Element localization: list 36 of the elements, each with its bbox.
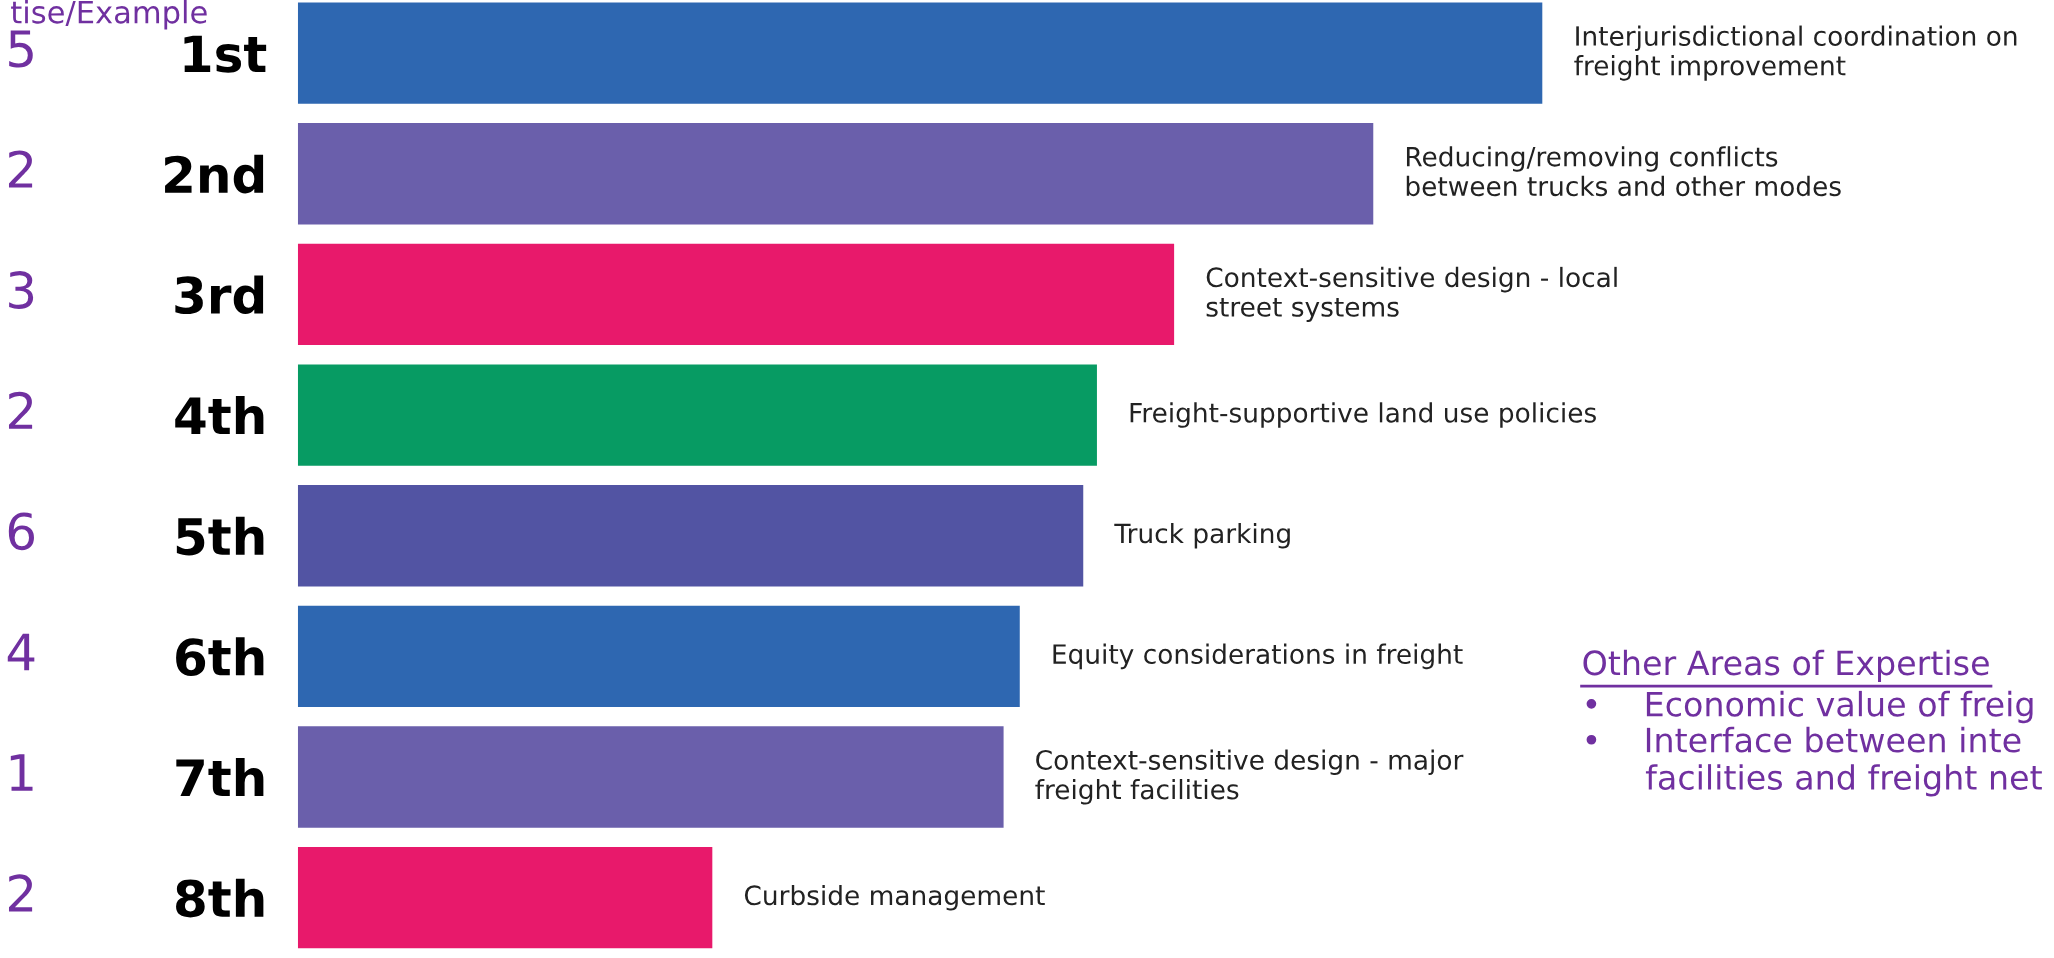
text: 2 — [8, 874, 33, 912]
annotation: Context-sensitive design - local street systems — [1206, 266, 1617, 322]
bar — [297, 123, 1374, 225]
annotation: Reducing/removing conflicts between trucks and other modes — [1406, 146, 1841, 197]
text: 6 — [8, 512, 34, 551]
bar — [297, 364, 1097, 466]
y-tick-label: 5th — [176, 516, 264, 556]
annotation: Curbside management — [744, 884, 1045, 911]
bar — [297, 485, 1084, 587]
text: 2 — [8, 150, 33, 188]
y-tick-label: 2nd — [165, 154, 264, 194]
bar — [297, 243, 1175, 346]
bar — [297, 2, 1543, 104]
annotation: Equity considerations in freight — [1053, 643, 1463, 670]
text: • Economic value of freig — [1586, 690, 2033, 724]
text: 4 — [7, 633, 35, 671]
y-tick-label: 6th — [176, 637, 264, 677]
bar — [297, 847, 713, 949]
y-tick-label: 8th — [176, 878, 264, 918]
text: • Interface between inte facilities and freight net — [1586, 726, 2042, 797]
y-tick-label: 3rd — [175, 275, 264, 315]
text: 2 — [8, 391, 33, 429]
text: tise/Example — [11, 0, 207, 30]
y-tick-label: 4th — [175, 396, 264, 435]
annotation: Interjurisdictional coordination on freight improvement — [1574, 25, 2017, 81]
text: 3 — [9, 271, 34, 309]
y-tick-label: 1st — [184, 35, 267, 73]
annotation: Freight-supportive land use policies — [1130, 402, 1596, 428]
bar — [297, 605, 1020, 708]
annotation: Truck parking — [1114, 522, 1290, 549]
text: 1 — [10, 754, 33, 791]
text: 5 — [9, 30, 33, 68]
y-tick-label: 7th — [176, 758, 264, 797]
annotation: Context-sensitive design - major freight facilities — [1035, 749, 1464, 805]
bar — [297, 726, 1004, 828]
text: Other Areas of Expertise — [1583, 649, 1989, 682]
